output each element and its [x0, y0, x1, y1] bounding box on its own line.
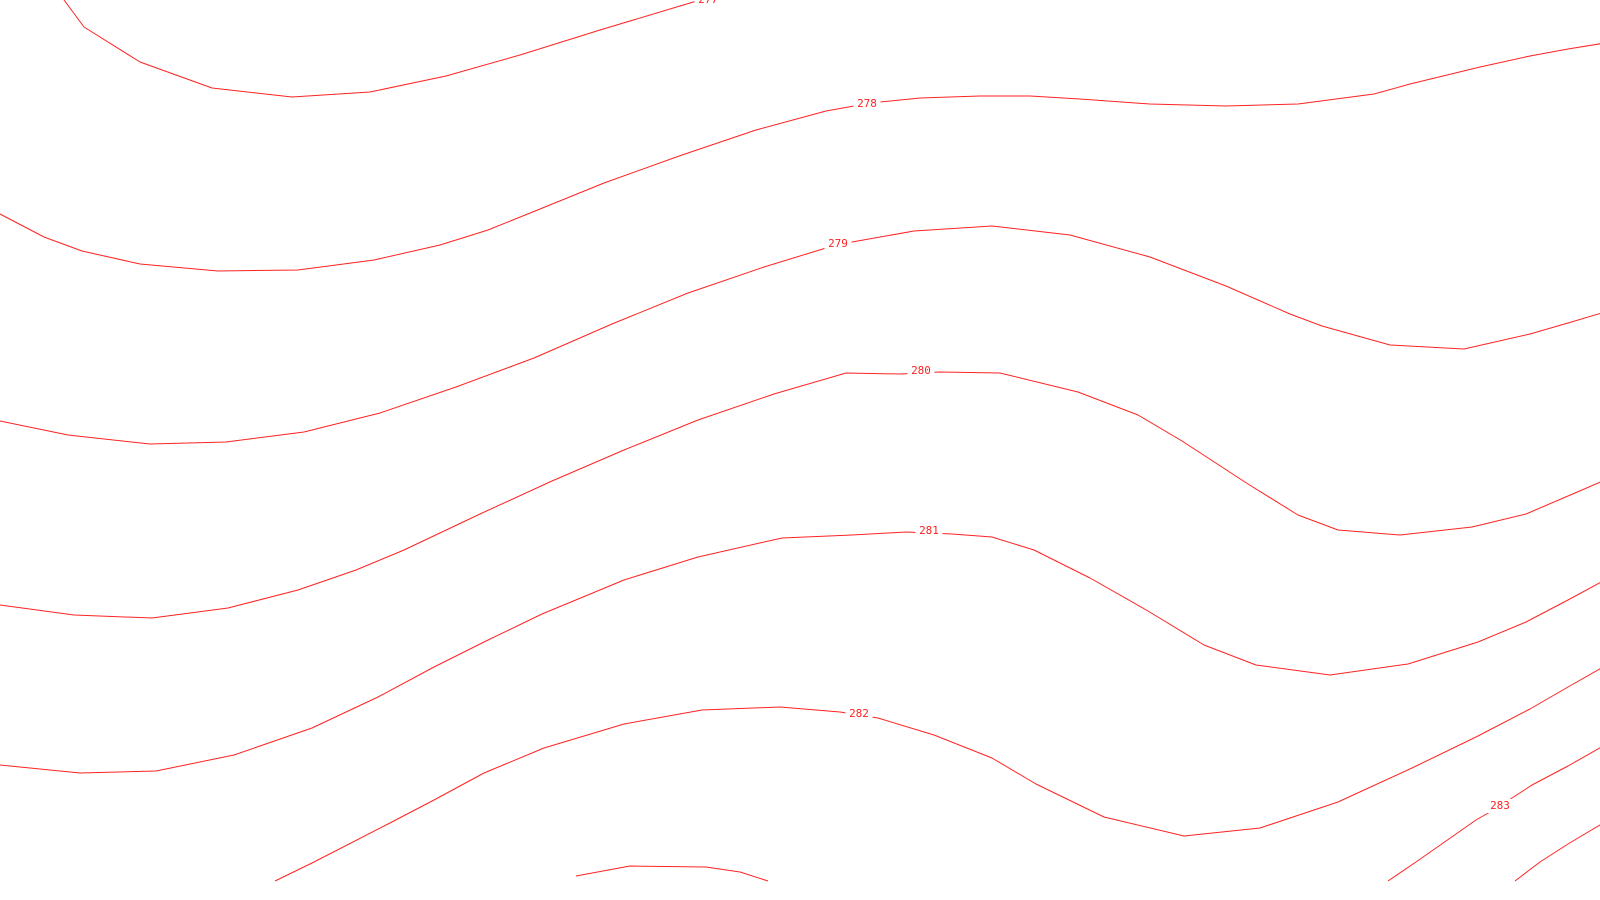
contour-line-282 [274, 668, 1600, 882]
contour-label-mask [1486, 799, 1514, 813]
contour-label-mask [907, 364, 935, 378]
contour-line-277 [63, 0, 702, 98]
contour-label-281: 281 [919, 524, 939, 537]
contour-line-c283b [1514, 824, 1600, 882]
contour-label-mask [694, 0, 722, 7]
contour-label-277: 277 [698, 0, 718, 6]
contour-label-mask [824, 237, 852, 251]
contour-label-layer: 277 278 279 280 281 282 283 [694, 0, 1514, 813]
contour-line-281 [0, 531, 1600, 774]
contour-line-c282b [575, 865, 769, 882]
contour-label-mask [845, 707, 873, 721]
contour-label-280: 280 [911, 364, 931, 377]
contour-label-278: 278 [857, 97, 877, 110]
contour-label-279: 279 [828, 237, 848, 250]
contour-label-282: 282 [849, 707, 869, 720]
contour-line-279 [0, 225, 1600, 445]
contour-line-280 [0, 371, 1600, 619]
contour-label-mask [915, 524, 943, 538]
contour-label-mask [853, 97, 881, 111]
contour-label-283: 283 [1490, 799, 1510, 812]
contour-line-278 [0, 43, 1600, 272]
